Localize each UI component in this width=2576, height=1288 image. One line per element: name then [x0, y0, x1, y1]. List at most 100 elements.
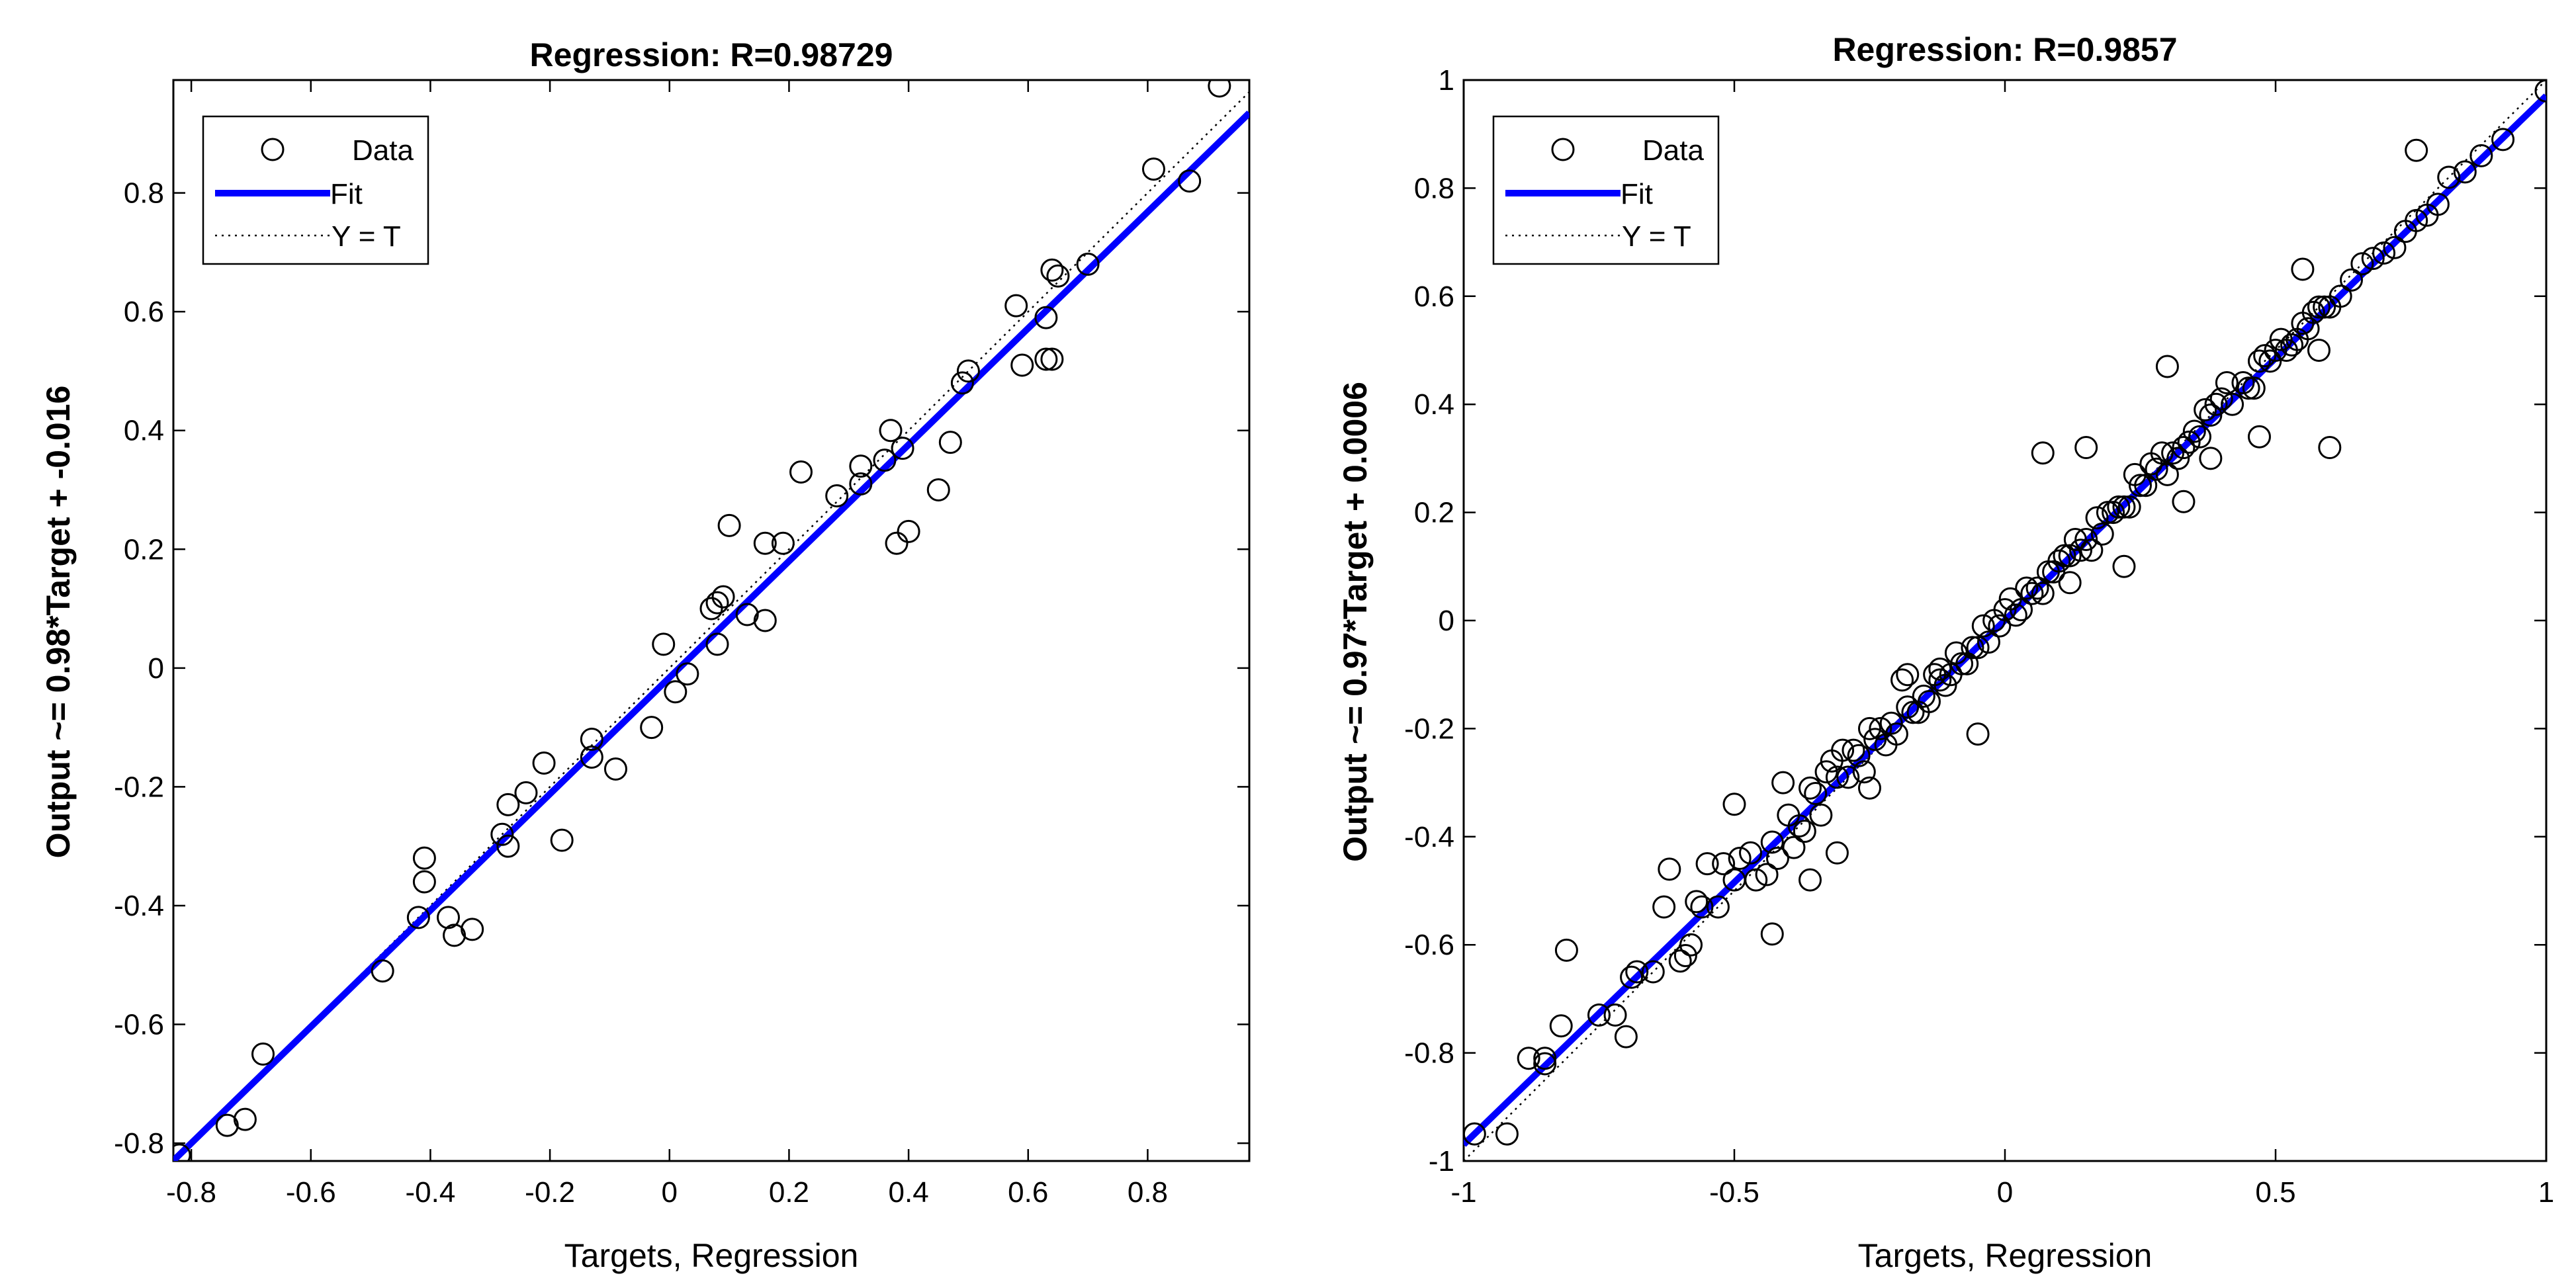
plot-2-data-point [2047, 549, 2071, 573]
plot-2-data-point [1863, 728, 1887, 751]
plot-2-data-point [2361, 247, 2385, 271]
plot-1-title: Regression: R=0.98729 [530, 36, 893, 73]
plot-1-data-point [173, 1143, 191, 1161]
plot-2-data-point [2301, 300, 2325, 324]
plot-2-data-point [1464, 1122, 1486, 1146]
plot-2-data-point [2469, 144, 2493, 167]
plot-1-legend-fit-label: Fit [330, 178, 363, 210]
plot-2-data-point [1549, 1014, 1573, 1038]
plot-1-data-point [705, 591, 729, 615]
plot-2-data-point [2102, 501, 2125, 525]
plot-2-y-tick-label: 0.6 [1414, 280, 1454, 313]
plot-1-y-tick-label: 0.6 [124, 296, 164, 328]
plot-1-data-point [1004, 294, 1028, 318]
plot-1-data-point [1040, 258, 1064, 282]
plot-2-data-point [2264, 339, 2287, 362]
plot-1-data-point [496, 834, 520, 858]
plot-2-data-point [2053, 544, 2076, 568]
plot-2-data-point [2209, 387, 2233, 411]
plot-2-data-point [2166, 447, 2190, 470]
plot-1-data-point [885, 531, 909, 555]
plot-2-data-point [1799, 868, 1822, 892]
plot-1-data-point [580, 745, 603, 769]
plot-2-data-point [2058, 571, 2082, 595]
plot-1-data-point [926, 478, 950, 501]
plot-1-data-point [461, 918, 484, 941]
plot-2-data-point [2069, 538, 2093, 562]
plot-1-data-point [1034, 347, 1058, 371]
plot-2-data-point [2150, 441, 2174, 465]
plot-1-data-point [849, 454, 873, 478]
plot-2-data-point [1896, 695, 1920, 719]
plot-2-data-point [2269, 327, 2293, 351]
plot-2-data-point [1760, 830, 1784, 854]
plot-2-x-tick-label: 0 [1997, 1176, 2013, 1209]
plot-2-data-point [2015, 576, 2039, 600]
plot-1-data-point [753, 531, 777, 555]
plot-1-data-point [956, 359, 980, 383]
plot-2-data-point [2031, 581, 2055, 605]
plot-2-data-point [2129, 474, 2152, 497]
plot-2-data-point [2112, 495, 2136, 519]
plot-2-data-point [1787, 814, 1811, 837]
plot-2-data-point [1928, 658, 1952, 681]
plot-2-data-point [2172, 490, 2196, 513]
plot-1-data-point [879, 419, 903, 443]
plot-2-x-tick-label: -1 [1450, 1176, 1476, 1209]
plot-2-data-point [2405, 138, 2428, 162]
plot-2-data-point [1679, 933, 1703, 957]
plot-2-data-point [2155, 462, 2179, 486]
plot-1-data-point [849, 472, 873, 496]
plot-2-data-point [2155, 355, 2179, 378]
plot-2-y-tick-label: 0.4 [1414, 388, 1454, 421]
plot-1-data-point [873, 449, 897, 472]
plot-2-data-point [1858, 716, 1881, 740]
plot-2-data-point [1744, 868, 1768, 892]
plot-1-y-tick-label: 0.8 [124, 177, 164, 210]
plot-1-data-point [789, 460, 813, 484]
plot-1-data-point [699, 597, 723, 621]
plot-2-data-point [1961, 636, 1984, 660]
plot-1-data-point [664, 680, 688, 704]
plot-2-data-point [1603, 1003, 1627, 1027]
plot-2-data-point [1836, 765, 1860, 789]
plot-1-data-point [233, 1107, 257, 1131]
plot-2-data-point [1712, 852, 1736, 876]
plot-2-data-point [2350, 252, 2374, 276]
plot-2-data-point [2426, 193, 2450, 216]
plot-2-data-point [2405, 208, 2428, 232]
plot-2-title: Regression: R=0.9857 [1832, 31, 2177, 68]
plot-2-data-point [1966, 722, 1990, 746]
plot-2-legend-fit-label: Fit [1621, 178, 1653, 210]
plot-2-data-point [2145, 457, 2168, 481]
plot-2-data-point [1993, 598, 2017, 622]
plot-2-data-point [1658, 857, 1681, 881]
plot-1-data-point [771, 531, 795, 555]
plot-2-data-point [1885, 722, 1908, 746]
plot-2-data-point [2177, 430, 2201, 454]
plot-1-y-tick-label: 0.2 [124, 533, 164, 566]
plot-2-y-tick-label: -0.6 [1404, 929, 1454, 961]
plot-1-y-label: Output ~= 0.98*Target + -0.016 [40, 386, 77, 859]
plot-1-data-point [891, 437, 914, 460]
plot-2-data-point [2307, 295, 2331, 319]
plot-2-data-point [1852, 760, 1876, 784]
plot-2-data-point [2172, 436, 2196, 460]
plot-1-y-tick-label: 0 [148, 652, 164, 685]
plot-2-data-point [2340, 268, 2364, 292]
plot-2-data-point [1825, 841, 1849, 865]
plot-1-data-point [550, 828, 574, 852]
plot-2-data-point [2383, 236, 2407, 259]
plot-1-data-point [1034, 306, 1058, 329]
plot-2-data-point [1793, 820, 1816, 843]
plot-2-data-point [2107, 495, 2131, 519]
plot-2-data-point [1706, 895, 1730, 919]
plot-2-data-point [1554, 938, 1578, 962]
plot-1-x-tick-label: 0.6 [1008, 1176, 1048, 1209]
plot-1-x-tick-label: 0 [662, 1176, 678, 1209]
plot-1-x-tick-label: -0.8 [166, 1176, 216, 1209]
plot-1-data-point [938, 431, 962, 454]
plot-1-data-point [1141, 157, 1165, 181]
plot-2-data-point [2063, 527, 2087, 551]
